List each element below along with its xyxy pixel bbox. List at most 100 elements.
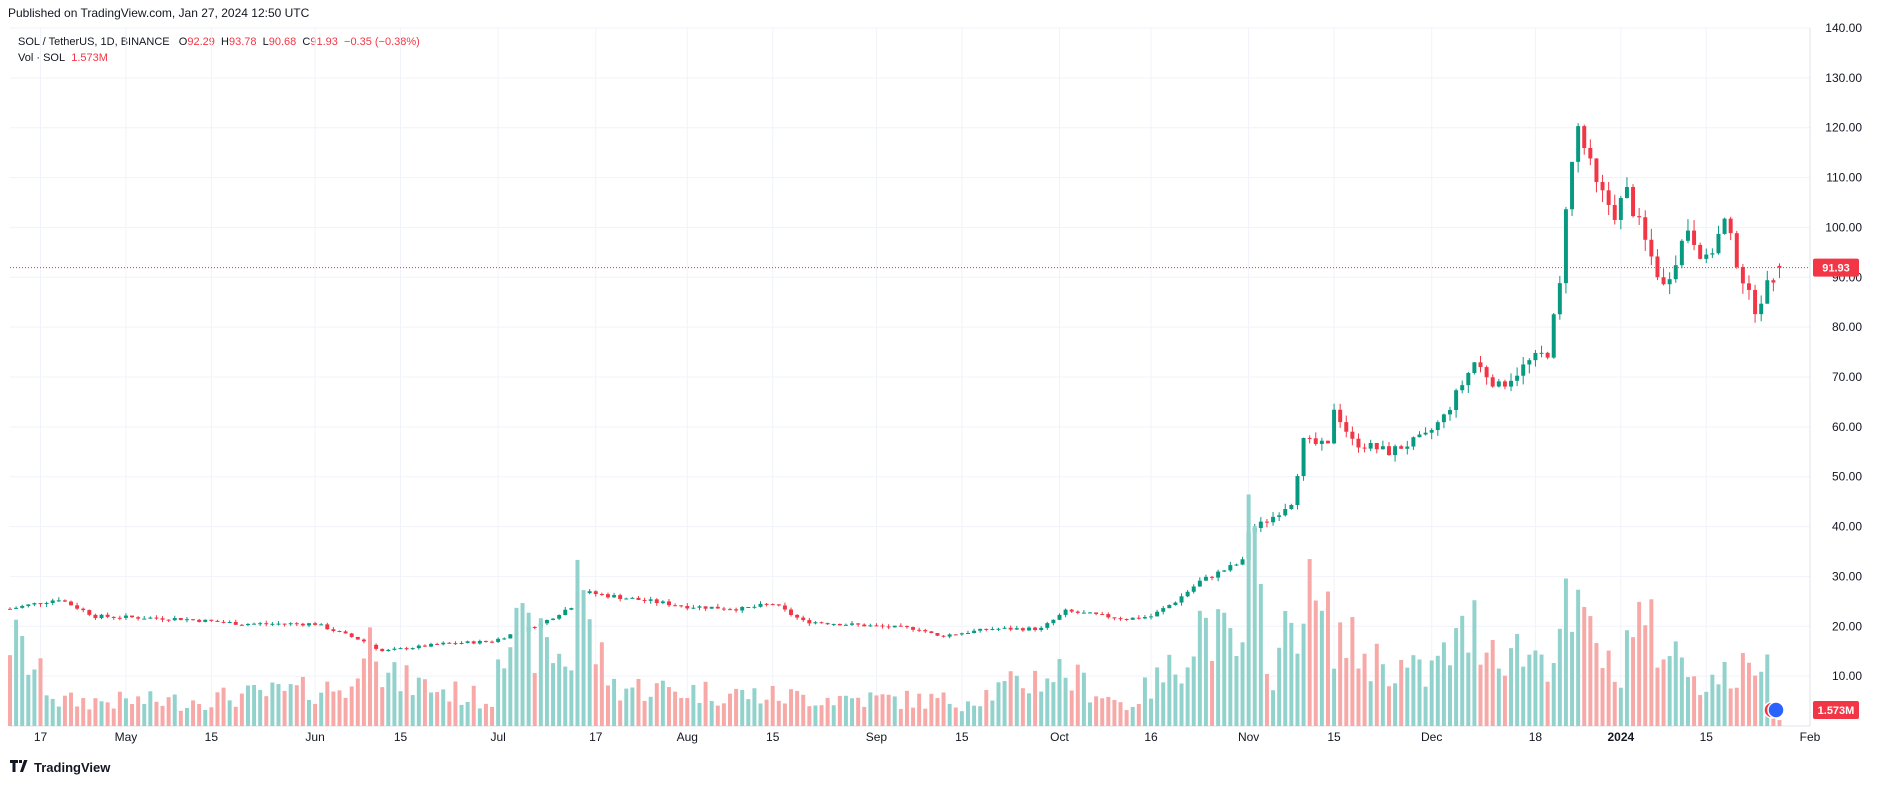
volume-bar	[1252, 526, 1257, 726]
candle-body	[996, 628, 1001, 630]
volume-bar	[978, 706, 983, 726]
candle-body	[252, 623, 257, 625]
candle-body	[1271, 516, 1276, 523]
candle-body	[746, 606, 751, 608]
candle-body	[1039, 627, 1044, 631]
candle-body	[1502, 381, 1507, 387]
candle-body	[1362, 447, 1367, 449]
volume-bar	[1661, 659, 1666, 726]
candle-body	[465, 641, 470, 643]
volume-bar	[1606, 650, 1611, 726]
candle-body	[898, 625, 903, 627]
candle-body	[38, 603, 43, 605]
volume-bar	[307, 699, 311, 726]
volume-bar	[538, 618, 543, 726]
candle-body	[282, 623, 287, 625]
volume-bar	[715, 705, 720, 726]
volume-bar	[770, 685, 775, 726]
candle-body	[734, 609, 739, 611]
volume-bar	[1094, 696, 1099, 726]
volume-bar	[416, 677, 421, 726]
volume-bar	[1643, 625, 1648, 726]
volume-bar	[1203, 617, 1208, 726]
volume-bar	[996, 682, 1001, 726]
candle-body	[1747, 283, 1751, 290]
volume-bar	[1637, 601, 1642, 726]
candle-body	[1411, 437, 1416, 447]
candle-body	[1289, 505, 1294, 510]
candle-body	[532, 626, 537, 628]
candle-body	[123, 615, 128, 618]
candle-body	[209, 619, 214, 621]
volume-bar	[1576, 589, 1581, 726]
volume-bar	[117, 691, 122, 726]
candle-body	[1149, 616, 1153, 618]
y-tick-label: 110.00	[1826, 171, 1862, 185]
volume-bar	[1582, 606, 1587, 726]
volume-bar	[355, 678, 360, 726]
candle-body	[1325, 440, 1330, 444]
volume-bar	[795, 690, 800, 726]
y-tick-label: 140.00	[1825, 21, 1862, 35]
volume-bar	[1264, 673, 1269, 726]
volume-bar	[1588, 616, 1593, 726]
volume-bar	[1618, 687, 1623, 726]
candle-body	[850, 623, 855, 625]
volume-bar	[1362, 653, 1367, 726]
candle-body	[1399, 446, 1404, 449]
volume-bar	[526, 612, 531, 726]
candle-body	[429, 643, 433, 647]
volume-bar	[923, 708, 928, 726]
candle-body	[1063, 609, 1068, 615]
candle-body	[1332, 409, 1337, 444]
volume-bar	[654, 683, 659, 726]
volume-bar	[410, 695, 415, 726]
candle-body	[1222, 570, 1227, 572]
volume-bar	[721, 703, 726, 726]
candle-body	[111, 616, 116, 618]
volume-bar	[1399, 660, 1404, 726]
volume-bar	[1734, 687, 1739, 726]
candle-body	[1460, 385, 1465, 391]
candle-body	[490, 641, 495, 643]
candle-body	[154, 617, 159, 619]
candle-body	[1258, 521, 1263, 528]
volume-bar	[1387, 686, 1391, 726]
volume-bar	[1692, 676, 1697, 726]
candle-body	[862, 624, 867, 627]
volume-bar	[734, 688, 739, 726]
volume-bar	[50, 698, 55, 726]
candle-body	[227, 622, 232, 624]
candle-body	[178, 618, 183, 621]
x-tick-label: 17	[589, 730, 603, 744]
high-label: H	[221, 36, 229, 48]
candle-body	[56, 600, 61, 602]
volume-bar	[703, 681, 708, 726]
low-value: 90.68	[268, 36, 297, 48]
volume-bar	[825, 697, 830, 726]
candle-body	[1002, 627, 1007, 629]
candle-body	[752, 606, 757, 608]
volume-bar	[502, 668, 507, 726]
volume-bar	[1222, 612, 1227, 726]
candle-body	[831, 623, 836, 625]
volume-bar	[1112, 699, 1117, 726]
volume-bar	[587, 619, 592, 726]
candle-body	[1136, 617, 1141, 619]
volume-bar	[105, 702, 110, 726]
candle-body	[62, 600, 67, 602]
volume-bar	[8, 655, 12, 726]
candle-body	[81, 608, 86, 611]
volume-bar	[856, 697, 861, 726]
volume-bar	[789, 689, 793, 726]
volume-bar	[1502, 675, 1507, 726]
candle-body	[801, 617, 806, 621]
volume-bar	[776, 700, 781, 726]
candle-body	[1588, 147, 1593, 159]
candle-body	[599, 594, 604, 596]
candle-body	[1661, 277, 1666, 285]
volume-bar	[959, 711, 964, 726]
candle-body	[1155, 611, 1160, 617]
x-tick-label: May	[115, 730, 138, 744]
